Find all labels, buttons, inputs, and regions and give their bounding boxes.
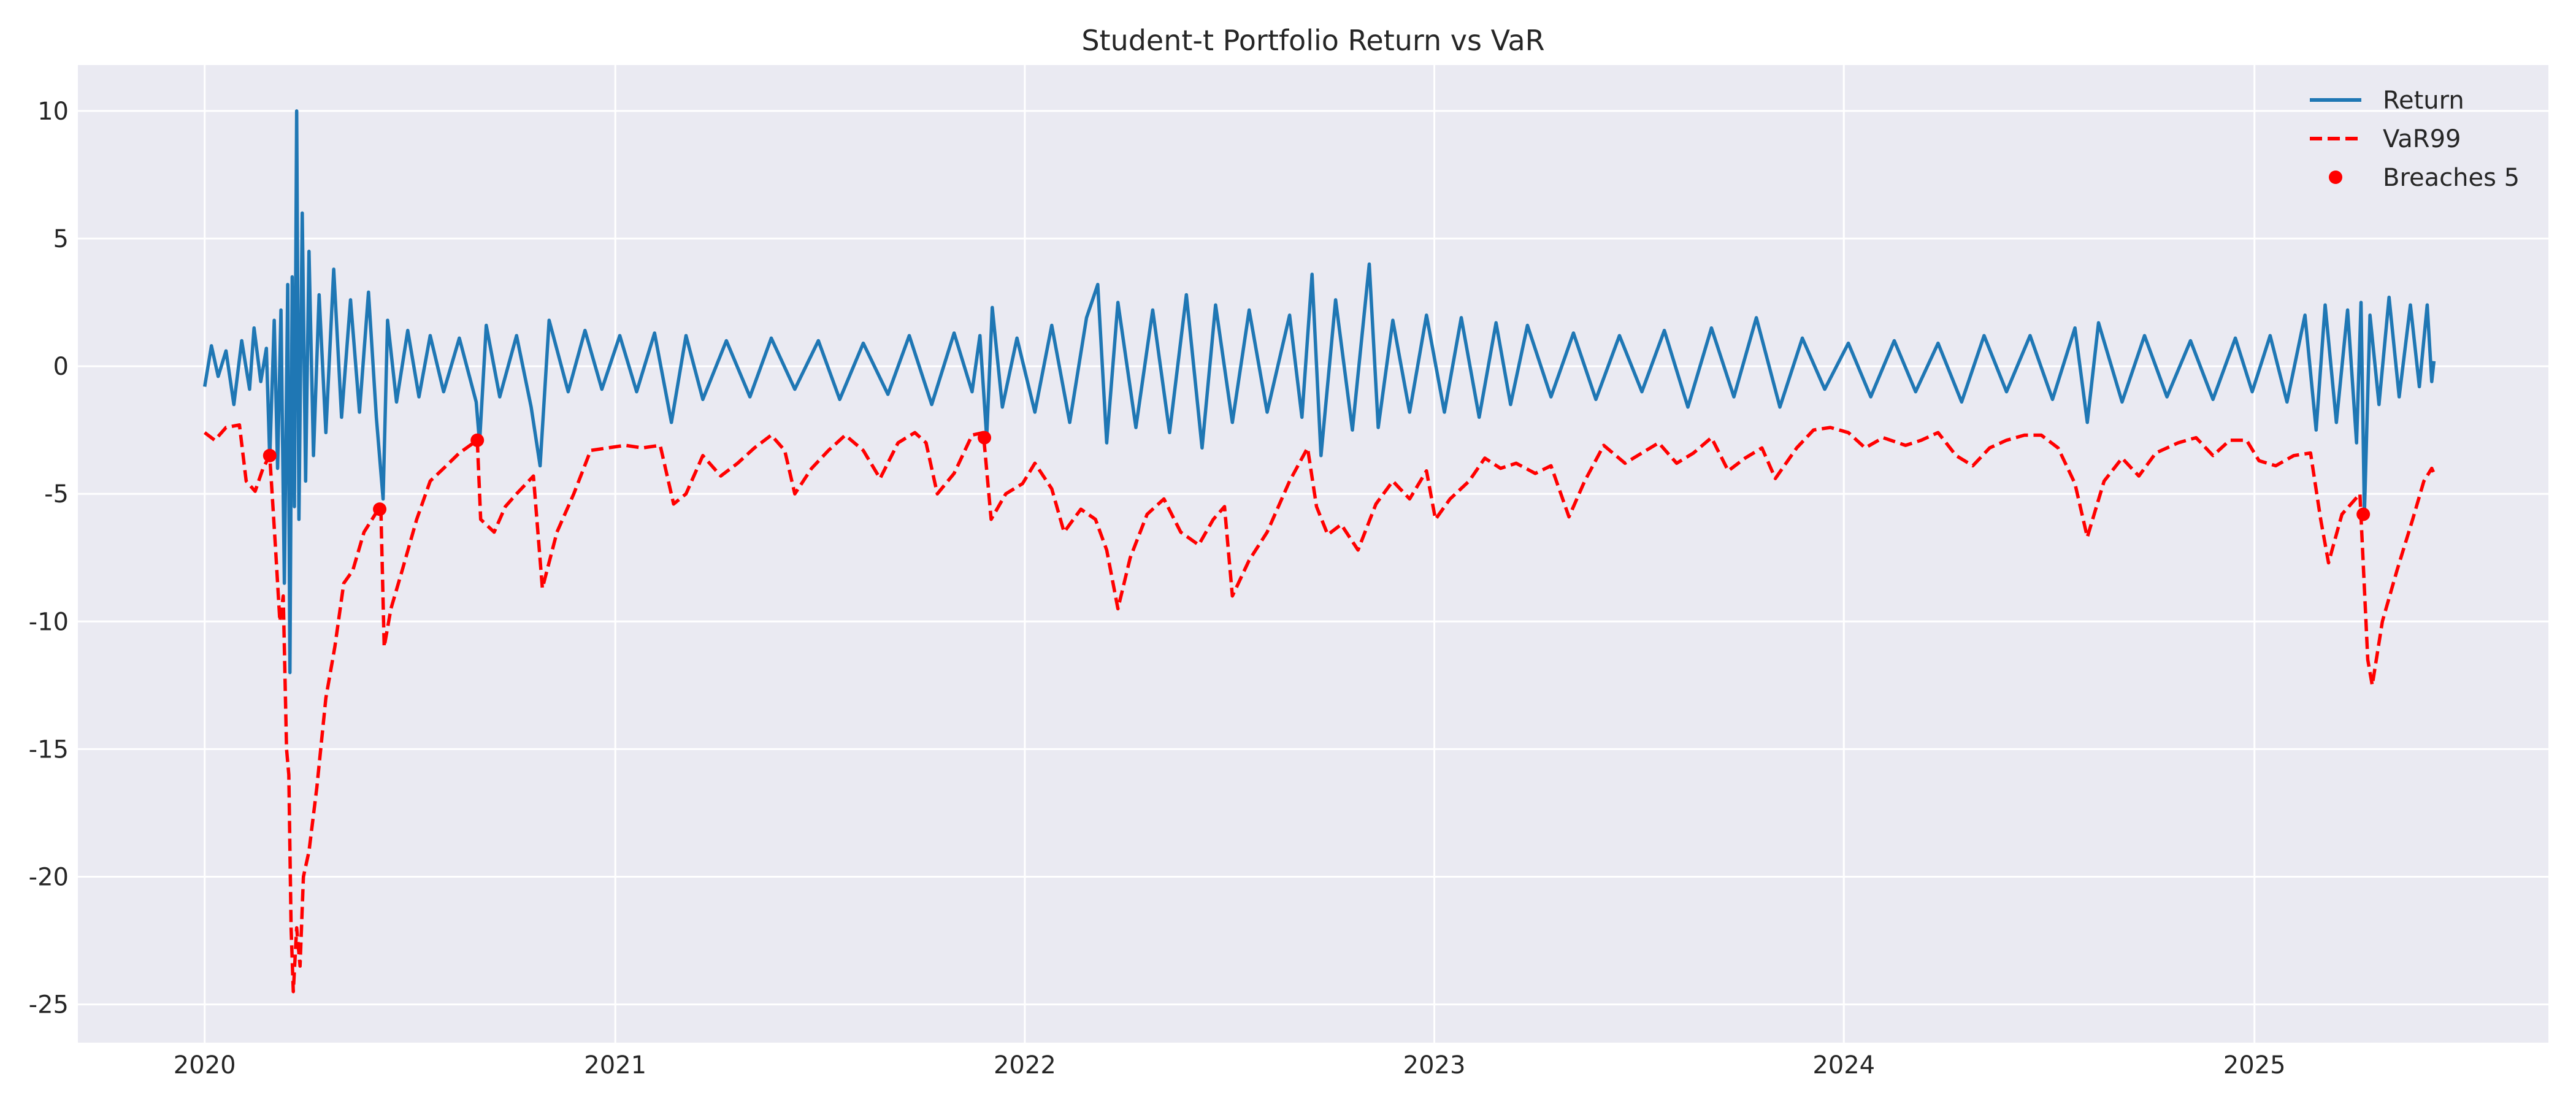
- y-tick-label: 0: [53, 353, 69, 381]
- x-tick-label: 2025: [2223, 1051, 2286, 1079]
- y-tick-label: 10: [37, 98, 69, 126]
- x-tick-labels: 2020 2021 2022 2023 2024 2025: [174, 1051, 2286, 1079]
- plot-area: [78, 65, 2548, 1043]
- breach-markers: [263, 431, 2371, 521]
- series-line-return: [202, 109, 2436, 675]
- legend-var99-label: VaR99: [2383, 125, 2461, 153]
- y-tick-label: -25: [29, 991, 69, 1019]
- x-tick-label: 2020: [174, 1051, 236, 1079]
- series-layer: [202, 109, 2436, 994]
- breach-point: [470, 433, 485, 447]
- breach-point: [978, 431, 992, 445]
- y-tick-labels: 10 5 0 -5 -10 -15 -20 -25: [29, 98, 69, 1019]
- breach-point: [263, 448, 277, 462]
- x-tick-label: 2022: [994, 1051, 1056, 1079]
- x-tick-label: 2021: [584, 1051, 646, 1079]
- y-tick-label: -5: [44, 480, 69, 508]
- x-tick-label: 2023: [1403, 1051, 1466, 1079]
- y-tick-label: -15: [29, 735, 69, 764]
- y-tick-label: 5: [53, 225, 69, 253]
- series-line-var99: [204, 423, 2436, 994]
- legend-breaches-swatch: [2329, 171, 2342, 184]
- y-tick-label: -20: [29, 863, 69, 891]
- chart-title: Student-t Portfolio Return vs VaR: [1081, 24, 1544, 57]
- x-tick-label: 2024: [1812, 1051, 1875, 1079]
- legend: Return VaR99 Breaches 5: [2310, 86, 2520, 192]
- breach-point: [2356, 507, 2371, 521]
- breach-point: [373, 502, 387, 516]
- x-gridlines: [204, 65, 2256, 1043]
- y-tick-label: -10: [29, 608, 69, 636]
- legend-return-label: Return: [2383, 86, 2464, 115]
- legend-breaches-label: Breaches 5: [2383, 164, 2520, 192]
